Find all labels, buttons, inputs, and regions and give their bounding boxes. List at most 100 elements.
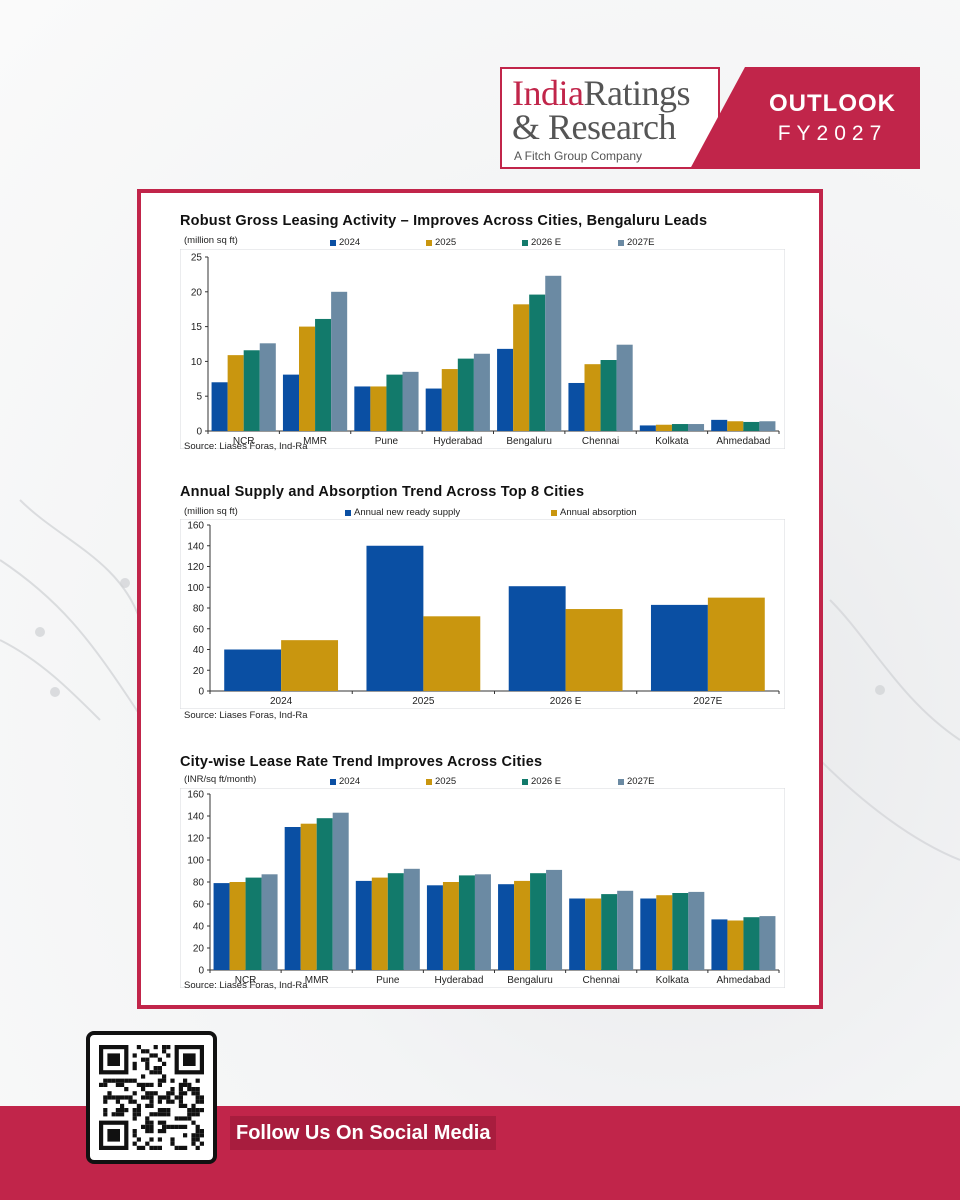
bar-ncr-2026-e xyxy=(243,350,260,431)
qr-finder-core xyxy=(107,1129,120,1142)
logo-line-1: IndiaRatings xyxy=(512,75,690,111)
qr-module xyxy=(191,1112,196,1117)
bar-2025-annual-absorption xyxy=(423,616,481,691)
bar-chennai-2027e xyxy=(617,890,634,970)
bar-bengaluru-2024 xyxy=(498,884,515,970)
qr-module xyxy=(115,1108,120,1113)
chart-legend: 2024 2025 2026 E 2027E xyxy=(330,237,714,248)
chart-title: Annual Supply and Absorption Trend Acros… xyxy=(180,484,585,500)
bar-ahmedabad-2027e xyxy=(759,916,776,970)
legend-swatch xyxy=(618,239,624,246)
qr-module xyxy=(199,1129,204,1134)
bar-mmr-2026-e xyxy=(315,318,332,431)
qr-module xyxy=(195,1133,200,1138)
qr-module xyxy=(141,1049,146,1054)
qr-module xyxy=(178,1099,183,1104)
legend-label: Annual absorption xyxy=(560,507,637,518)
bar-hyderabad-2025 xyxy=(441,369,458,431)
qr-module xyxy=(178,1082,183,1087)
qr-module xyxy=(162,1108,167,1113)
qr-module xyxy=(170,1091,175,1096)
chart-unit: (million sq ft) xyxy=(184,506,238,517)
qr-module xyxy=(191,1087,196,1092)
qr-module xyxy=(120,1082,125,1087)
bar-kolkata-2025 xyxy=(655,424,672,431)
qr-module xyxy=(157,1082,162,1087)
y-tick-label: 100 xyxy=(187,856,204,867)
qr-module xyxy=(170,1141,175,1146)
qr-module xyxy=(157,1129,162,1134)
qr-module xyxy=(174,1124,179,1129)
qr-code-pattern xyxy=(99,1045,204,1150)
qr-module xyxy=(141,1124,146,1129)
bar-2025-annual-new-ready-supply xyxy=(366,545,424,691)
outlook-year: FY2027 xyxy=(777,122,888,145)
x-tick-label: NCR xyxy=(235,975,257,986)
qr-module xyxy=(132,1078,137,1083)
qr-module xyxy=(103,1108,108,1113)
legend-swatch xyxy=(345,509,351,516)
follow-us-label[interactable]: Follow Us On Social Media xyxy=(230,1116,497,1150)
qr-module xyxy=(145,1057,150,1062)
qr-module xyxy=(141,1057,146,1062)
qr-module xyxy=(128,1099,133,1104)
bar-chennai-2025 xyxy=(584,364,601,431)
qr-code[interactable] xyxy=(86,1031,217,1164)
qr-module xyxy=(199,1133,204,1138)
qr-module xyxy=(145,1124,150,1129)
qr-module xyxy=(141,1082,146,1087)
x-tick-label: 2026 E xyxy=(550,696,582,707)
bar-pune-2025 xyxy=(370,386,387,431)
bar-bengaluru-2025 xyxy=(513,304,530,431)
bar-kolkata-2027e xyxy=(688,891,705,970)
y-tick-label: 20 xyxy=(193,944,205,955)
qr-module xyxy=(132,1061,137,1066)
y-tick-label: 20 xyxy=(193,666,205,677)
qr-module xyxy=(195,1099,200,1104)
legend-item-2024: 2024 xyxy=(330,776,426,787)
bar-hyderabad-2027e xyxy=(474,874,491,970)
qr-module xyxy=(170,1099,175,1104)
qr-module xyxy=(132,1129,137,1134)
qr-module xyxy=(136,1082,141,1087)
bar-chennai-2024 xyxy=(569,898,586,970)
qr-module xyxy=(157,1066,162,1071)
x-tick-label: MMR xyxy=(305,975,329,986)
qr-module xyxy=(107,1091,112,1096)
qr-module xyxy=(124,1078,129,1083)
bar-mmr-2025 xyxy=(299,326,316,431)
qr-module xyxy=(187,1087,192,1092)
bar-ncr-2027e xyxy=(261,874,278,970)
qr-module xyxy=(183,1082,188,1087)
bar-ncr-2025 xyxy=(229,882,246,970)
qr-module xyxy=(153,1112,158,1117)
y-tick-label: 15 xyxy=(191,322,203,333)
x-tick-label: Bengaluru xyxy=(507,975,553,986)
qr-module xyxy=(195,1112,200,1117)
gross-leasing-chart: Robust Gross Leasing Activity – Improves… xyxy=(180,213,785,458)
bar-mmr-2025 xyxy=(300,823,317,970)
bar-bengaluru-2026-e xyxy=(530,873,547,970)
qr-module xyxy=(120,1112,125,1117)
bar-hyderabad-2024 xyxy=(425,388,442,431)
qr-module xyxy=(149,1082,154,1087)
qr-module xyxy=(174,1116,179,1121)
lease-rate-chart: City-wise Lease Rate Trend Improves Acro… xyxy=(180,754,785,999)
legend-label: 2025 xyxy=(435,237,457,248)
qr-module xyxy=(124,1108,129,1113)
qr-module xyxy=(170,1087,175,1092)
qr-module xyxy=(103,1099,108,1104)
qr-module xyxy=(111,1078,116,1083)
bar-hyderabad-2025 xyxy=(442,882,459,970)
x-tick-label: NCR xyxy=(233,436,255,447)
qr-module xyxy=(183,1145,188,1150)
y-tick-label: 120 xyxy=(187,562,204,573)
qr-module xyxy=(120,1103,125,1108)
qr-module xyxy=(149,1120,154,1125)
qr-module xyxy=(107,1078,112,1083)
qr-module xyxy=(145,1082,150,1087)
qr-module xyxy=(141,1074,146,1079)
bar-ahmedabad-2026-e xyxy=(743,917,760,970)
qr-module xyxy=(149,1145,154,1150)
x-tick-label: Ahmedabad xyxy=(716,975,770,986)
